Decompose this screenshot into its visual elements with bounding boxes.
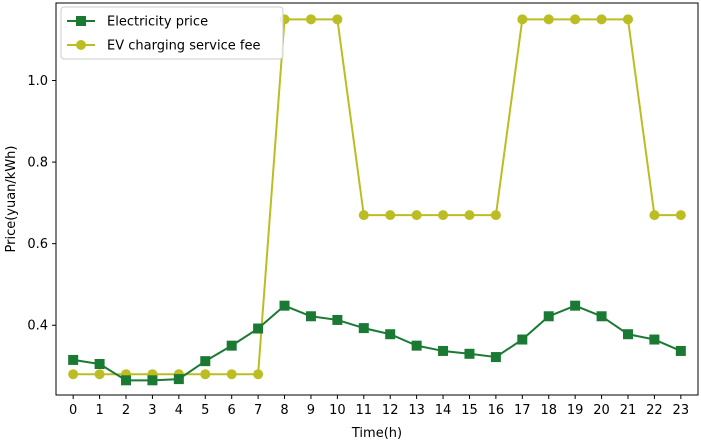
legend-label-ev-fee: EV charging service fee [107, 39, 260, 54]
data-point-electricity-price [200, 356, 211, 367]
data-point-ev-fee [226, 369, 237, 380]
x-tick-label: 19 [567, 403, 584, 418]
data-point-ev-fee [200, 369, 211, 380]
x-tick-label: 4 [175, 403, 183, 418]
x-tick-label: 8 [280, 403, 288, 418]
data-point-ev-fee [385, 210, 396, 221]
legend-box [60, 6, 284, 60]
data-point-electricity-price [358, 323, 369, 334]
data-point-electricity-price [121, 375, 132, 386]
legend: Electricity price EV charging service fee [60, 6, 284, 60]
y-tick-label: 0.8 [27, 156, 48, 171]
data-point-ev-fee [438, 210, 449, 221]
x-tick-label: 14 [435, 403, 452, 418]
data-point-electricity-price [173, 374, 184, 385]
x-tick-label: 15 [461, 403, 478, 418]
data-point-electricity-price [411, 340, 422, 351]
y-tick-label: 0.6 [27, 237, 48, 252]
x-tick-label: 20 [593, 403, 610, 418]
data-point-ev-fee [464, 210, 475, 221]
x-tick-label: 5 [201, 403, 209, 418]
x-tick-label: 3 [148, 403, 156, 418]
data-point-electricity-price [385, 329, 396, 340]
data-point-electricity-price [253, 323, 264, 334]
data-point-ev-fee [253, 369, 264, 380]
data-point-ev-fee [543, 14, 554, 25]
x-tick-label: 0 [69, 403, 77, 418]
data-point-electricity-price [675, 345, 686, 356]
data-point-electricity-price [649, 334, 660, 345]
x-axis-label: Time(h) [351, 426, 402, 441]
x-tick-label: 21 [620, 403, 637, 418]
data-point-electricity-price [147, 375, 158, 386]
data-point-electricity-price [490, 352, 501, 363]
data-point-electricity-price [332, 314, 343, 325]
data-point-ev-fee [358, 210, 369, 221]
series-electricity-price [68, 300, 686, 386]
data-point-electricity-price [68, 354, 79, 365]
data-point-electricity-price [622, 329, 633, 340]
x-tick-label: 18 [540, 403, 557, 418]
x-tick-label: 9 [307, 403, 315, 418]
y-tick-label: 0.4 [27, 319, 48, 334]
data-point-ev-fee [94, 369, 105, 380]
x-tick-label: 11 [356, 403, 373, 418]
y-axis-label: Price(yuan/kWh) [4, 146, 19, 253]
x-tick-label: 12 [382, 403, 399, 418]
data-point-ev-fee [675, 210, 686, 221]
legend-marker-electricity-price [76, 16, 86, 26]
y-tick-label: 1.0 [27, 74, 48, 89]
x-tick-label: 23 [673, 403, 690, 418]
x-tick-label: 10 [329, 403, 346, 418]
x-tick-label: 13 [408, 403, 425, 418]
data-point-electricity-price [464, 348, 475, 359]
x-tick-label: 17 [514, 403, 531, 418]
data-point-electricity-price [438, 345, 449, 356]
plot-area [55, 2, 699, 396]
data-point-electricity-price [226, 340, 237, 351]
data-point-ev-fee [305, 14, 316, 25]
x-tick-label: 7 [254, 403, 262, 418]
legend-entry-ev-fee: EV charging service fee [67, 39, 260, 54]
x-tick-label: 6 [228, 403, 236, 418]
data-point-ev-fee [596, 14, 607, 25]
data-point-electricity-price [94, 358, 105, 369]
legend-entry-electricity-price: Electricity price [67, 15, 208, 30]
legend-marker-ev-fee [76, 40, 86, 50]
x-tick-label: 16 [488, 403, 505, 418]
data-point-ev-fee [649, 210, 660, 221]
data-point-ev-fee [490, 210, 501, 221]
series-layer [68, 14, 686, 386]
data-point-ev-fee [411, 210, 422, 221]
data-point-ev-fee [570, 14, 581, 25]
x-tick-label: 22 [646, 403, 663, 418]
data-point-electricity-price [570, 300, 581, 311]
data-point-ev-fee [622, 14, 633, 25]
data-point-electricity-price [596, 311, 607, 322]
data-point-ev-fee [332, 14, 343, 25]
data-point-ev-fee [68, 369, 79, 380]
data-point-electricity-price [517, 334, 528, 345]
data-point-ev-fee [517, 14, 528, 25]
ticks-layer: 0 1 2 3 4 5 6 7 8 9 10 11 12 13 14 15 16 17 18 19 20 21 22 230.… [27, 74, 689, 418]
data-point-electricity-price [543, 311, 554, 322]
data-point-electricity-price [279, 300, 290, 311]
x-tick-label: 1 [95, 403, 103, 418]
x-tick-label: 2 [122, 403, 130, 418]
legend-label-electricity-price: Electricity price [107, 15, 208, 30]
data-point-electricity-price [305, 311, 316, 322]
